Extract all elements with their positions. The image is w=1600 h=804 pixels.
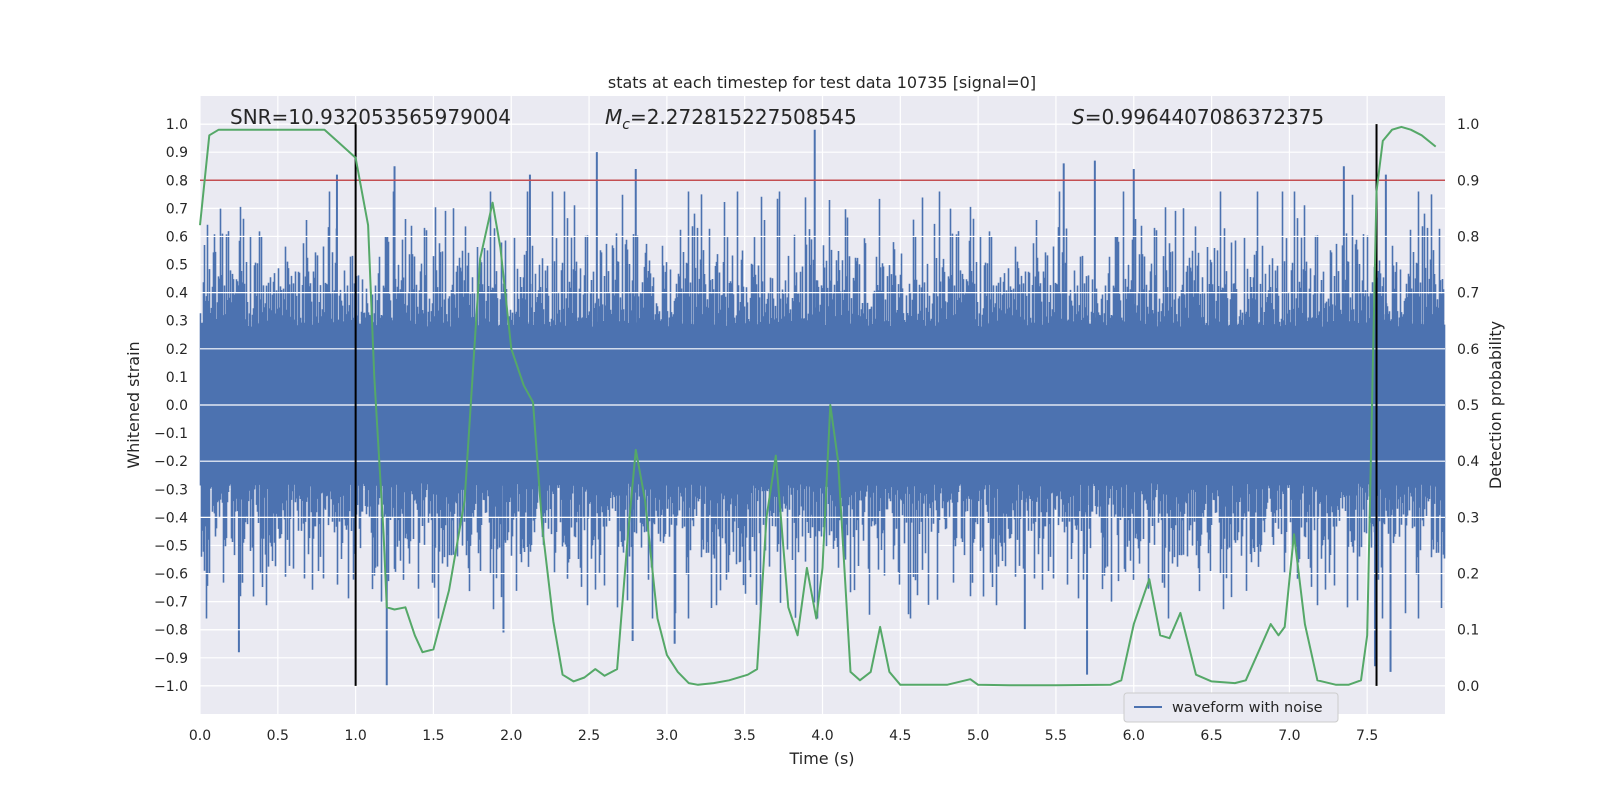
y-tick-label: −0.9: [154, 651, 188, 667]
y2-tick-label: 0.3: [1457, 510, 1479, 526]
x-tick-label: 6.5: [1200, 728, 1222, 744]
detection-probability-series: [199, 125, 1437, 687]
x-tick-label: 0.5: [267, 728, 289, 744]
y2-tick-label: 0.9: [1457, 173, 1479, 189]
y-tick-label: 0.4: [166, 286, 188, 302]
legend-label-waveform: waveform with noise: [1172, 700, 1323, 716]
legend-box: [1123, 692, 1339, 723]
detection-probability-line: [199, 125, 1437, 687]
chart-title: stats at each timestep for test data 107…: [608, 73, 1036, 92]
y2-tick-label: 0.2: [1457, 567, 1479, 583]
y2-tick-label: 0.5: [1457, 398, 1479, 414]
y-tick-label: −0.5: [154, 538, 188, 554]
x-tick-label: 7.5: [1356, 728, 1378, 744]
y-tick-label: −0.3: [154, 482, 188, 498]
x-tick-label: 6.0: [1123, 728, 1145, 744]
y-tick-label: 0.1: [166, 370, 188, 386]
chirp-mass-value: =2.272815227508545: [630, 105, 857, 129]
x-tick-labels: 0.0 0.5 1.0 1.5 2.0 2.5 3.0 3.5 4.0 4.5 5.0 5.5 6.0 6…: [189, 728, 1378, 744]
y2-tick-labels: 1.0 0.9 0.8 0.7 0.6 0.5 0.4 0.3 0.2 0.1 0.0: [1457, 117, 1479, 695]
y2-tick-label: 0.4: [1457, 454, 1479, 470]
snr-annotation: SNR=10.932053565979004: [230, 105, 511, 129]
x-tick-label: 5.5: [1045, 728, 1067, 744]
chirp-mass-symbol: M: [605, 105, 622, 129]
x-tick-label: 1.0: [344, 728, 366, 744]
x-tick-label: 4.0: [811, 728, 833, 744]
x-tick-label: 3.5: [734, 728, 756, 744]
chirp-mass-annotation: Mc=2.272815227508545: [605, 105, 857, 133]
x-tick-label: 4.5: [889, 728, 911, 744]
y-tick-label: 0.2: [166, 342, 188, 358]
y-tick-label: 1.0: [166, 117, 188, 133]
x-tick-label: 3.0: [656, 728, 678, 744]
waveform-noise-body: [199, 191, 1446, 619]
y-tick-label: 0.3: [166, 314, 188, 330]
y-tick-label: −0.4: [154, 510, 188, 526]
y2-tick-label: 0.1: [1457, 623, 1479, 639]
x-tick-label: 2.0: [500, 728, 522, 744]
x-tick-label: 0.0: [189, 728, 211, 744]
y-tick-label: −0.7: [154, 595, 188, 611]
y-tick-label: 0.0: [166, 398, 188, 414]
x-axis-label: Time (s): [788, 749, 854, 768]
x-tick-label: 7.0: [1278, 728, 1300, 744]
y2-tick-label: 0.0: [1457, 679, 1479, 695]
y-tick-label: −0.8: [154, 623, 188, 639]
waveform-noise-series: [199, 129, 1446, 686]
y-tick-label: −1.0: [154, 679, 188, 695]
chirp-mass-subscript: c: [622, 117, 630, 133]
y2-tick-label: 0.7: [1457, 286, 1479, 302]
y-tick-label: −0.6: [154, 567, 188, 583]
y-tick-label: 0.8: [166, 173, 188, 189]
y2-tick-label: 1.0: [1457, 117, 1479, 133]
s-value: =0.9964407086372375: [1085, 105, 1324, 129]
x-tick-label: 1.5: [422, 728, 444, 744]
y-tick-label: 0.5: [166, 258, 188, 274]
s-symbol: S: [1072, 105, 1085, 129]
y-tick-label: −0.1: [154, 426, 188, 442]
y-tick-label: −0.2: [154, 454, 188, 470]
legend: waveform with noise: [1123, 692, 1339, 723]
y2-axis-label: Detection probability: [1486, 321, 1505, 489]
y-tick-label: 0.7: [166, 201, 188, 217]
y-tick-labels: 1.0 0.9 0.8 0.7 0.6 0.5 0.4 0.3 0.2 0.1 0.0 −0.1 −0.…: [154, 117, 188, 695]
x-tick-label: 2.5: [578, 728, 600, 744]
y2-tick-label: 0.6: [1457, 342, 1479, 358]
x-tick-label: 5.0: [967, 728, 989, 744]
y-tick-label: 0.6: [166, 229, 188, 245]
y2-tick-label: 0.8: [1457, 229, 1479, 245]
y-axis-label: Whitened strain: [124, 341, 143, 468]
y-tick-label: 0.9: [166, 145, 188, 161]
s-annotation: S=0.9964407086372375: [1072, 105, 1324, 129]
